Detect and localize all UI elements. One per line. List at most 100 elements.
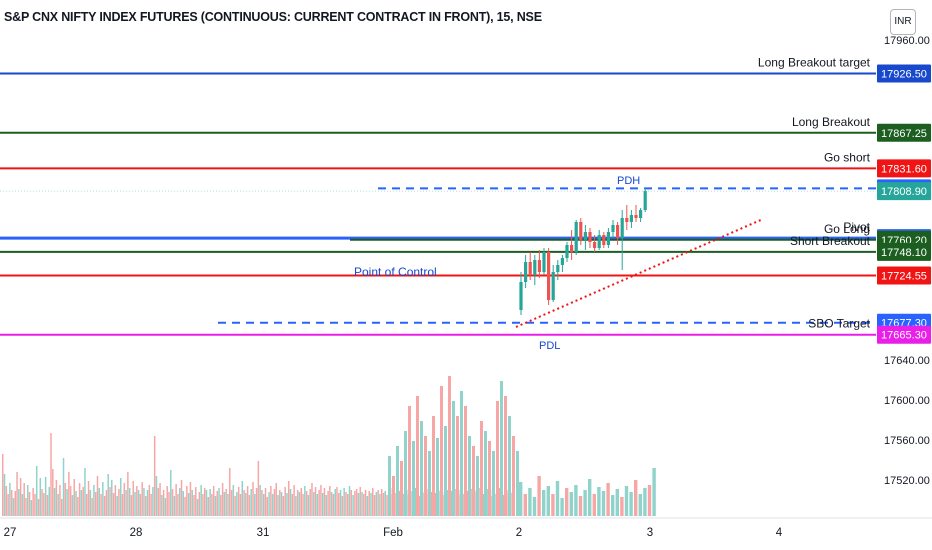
- volume-bar: [96, 476, 99, 516]
- volume-bar: [10, 490, 13, 516]
- volume-bar: [350, 490, 353, 516]
- candle[interactable]: [528, 252, 532, 280]
- volume-bar: [246, 486, 249, 516]
- candle[interactable]: [639, 208, 643, 222]
- candle[interactable]: [556, 260, 560, 280]
- candle[interactable]: [551, 265, 555, 302]
- time-tick-label: 4: [776, 527, 783, 539]
- volume-bar: [137, 490, 140, 516]
- candle[interactable]: [597, 230, 601, 250]
- volume-bar: [266, 497, 269, 516]
- candle[interactable]: [524, 255, 528, 288]
- volume-bar: [236, 492, 238, 516]
- volume-bar: [5, 486, 8, 516]
- volume-bar: [463, 494, 465, 516]
- volume-bar: [332, 494, 335, 516]
- volume-bar: [537, 476, 541, 516]
- volume-bar: [41, 489, 43, 516]
- candle[interactable]: [593, 235, 597, 252]
- volume-bar: [329, 486, 331, 516]
- candle[interactable]: [574, 220, 578, 255]
- volume-bar: [368, 491, 370, 516]
- volume-bar: [127, 472, 129, 516]
- candle[interactable]: [620, 210, 624, 270]
- volume-bar: [136, 486, 138, 516]
- volume-bar: [232, 485, 235, 516]
- volume-bar: [128, 488, 131, 516]
- price-tag[interactable]: 17665.30: [877, 325, 931, 344]
- volume-bar: [44, 477, 47, 516]
- volume-bar: [27, 485, 29, 516]
- candle[interactable]: [588, 228, 592, 248]
- volume-bar: [212, 486, 215, 516]
- price-tag[interactable]: 17748.10: [877, 242, 931, 261]
- candle[interactable]: [625, 205, 629, 230]
- candle[interactable]: [579, 218, 583, 245]
- volume-bar: [380, 489, 383, 516]
- volume-bar: [523, 494, 527, 516]
- volume-bar: [243, 490, 245, 516]
- volume-bar: [150, 494, 152, 516]
- volume-bar: [202, 494, 204, 516]
- volume-bar: [68, 472, 70, 516]
- volume-bar: [370, 493, 372, 516]
- price-tag[interactable]: 17831.60: [877, 159, 931, 178]
- candle[interactable]: [602, 232, 606, 248]
- volume-bar: [53, 488, 56, 516]
- candle[interactable]: [565, 242, 569, 262]
- volume-bar: [109, 487, 111, 516]
- volume-bar: [504, 396, 507, 516]
- volume-bar: [330, 492, 333, 516]
- volume-bar: [111, 480, 113, 516]
- volume-bar: [86, 494, 88, 516]
- volume-bar: [18, 489, 20, 516]
- volume-bar: [295, 496, 297, 516]
- price-tag[interactable]: 17724.55: [877, 266, 931, 285]
- volume-bar: [3, 474, 6, 516]
- volume-bar: [372, 488, 374, 516]
- volume-bar: [519, 482, 523, 516]
- candle[interactable]: [533, 255, 537, 285]
- candle[interactable]: [634, 205, 638, 222]
- volume-bar: [512, 436, 515, 516]
- volume-bar: [400, 461, 403, 516]
- candle[interactable]: [611, 220, 615, 238]
- candle[interactable]: [537, 250, 541, 278]
- candle[interactable]: [606, 228, 610, 248]
- volume-bar: [282, 496, 285, 516]
- candle[interactable]: [542, 248, 546, 275]
- volume-bar: [434, 493, 437, 516]
- candle[interactable]: [583, 225, 587, 250]
- candle[interactable]: [519, 272, 523, 315]
- volume-bar: [78, 483, 81, 516]
- volume-bar: [456, 416, 459, 516]
- candle[interactable]: [560, 255, 564, 272]
- price-tag-label: 17831.60: [881, 163, 927, 175]
- volume-bar: [516, 451, 519, 516]
- volume-bar: [629, 492, 633, 516]
- volume-bar: [146, 490, 149, 516]
- volume-bar: [502, 495, 504, 516]
- currency-badge[interactable]: INR: [890, 9, 916, 35]
- price-tick-label: 17560.00: [884, 435, 930, 447]
- volume-bar: [207, 497, 210, 516]
- volume-bar: [338, 493, 340, 516]
- volume-bar: [343, 488, 345, 516]
- volume-bar: [418, 496, 420, 516]
- candle[interactable]: [643, 188, 647, 212]
- price-tag[interactable]: 17867.25: [877, 123, 931, 142]
- volume-bar: [211, 494, 213, 516]
- price-tag[interactable]: 17926.50: [877, 64, 931, 83]
- time-tick-label: 31: [257, 527, 270, 539]
- candle[interactable]: [616, 222, 620, 245]
- level-label: SBO Target: [808, 317, 870, 331]
- pdl-label: PDL: [539, 340, 560, 352]
- price-tag[interactable]: 17808.90: [877, 182, 931, 201]
- candle[interactable]: [629, 210, 633, 228]
- candle[interactable]: [547, 248, 551, 305]
- volume-bar: [145, 496, 147, 516]
- price-tick-label: 17960.00: [884, 35, 930, 47]
- volume-bar: [12, 498, 15, 516]
- candle[interactable]: [570, 230, 574, 260]
